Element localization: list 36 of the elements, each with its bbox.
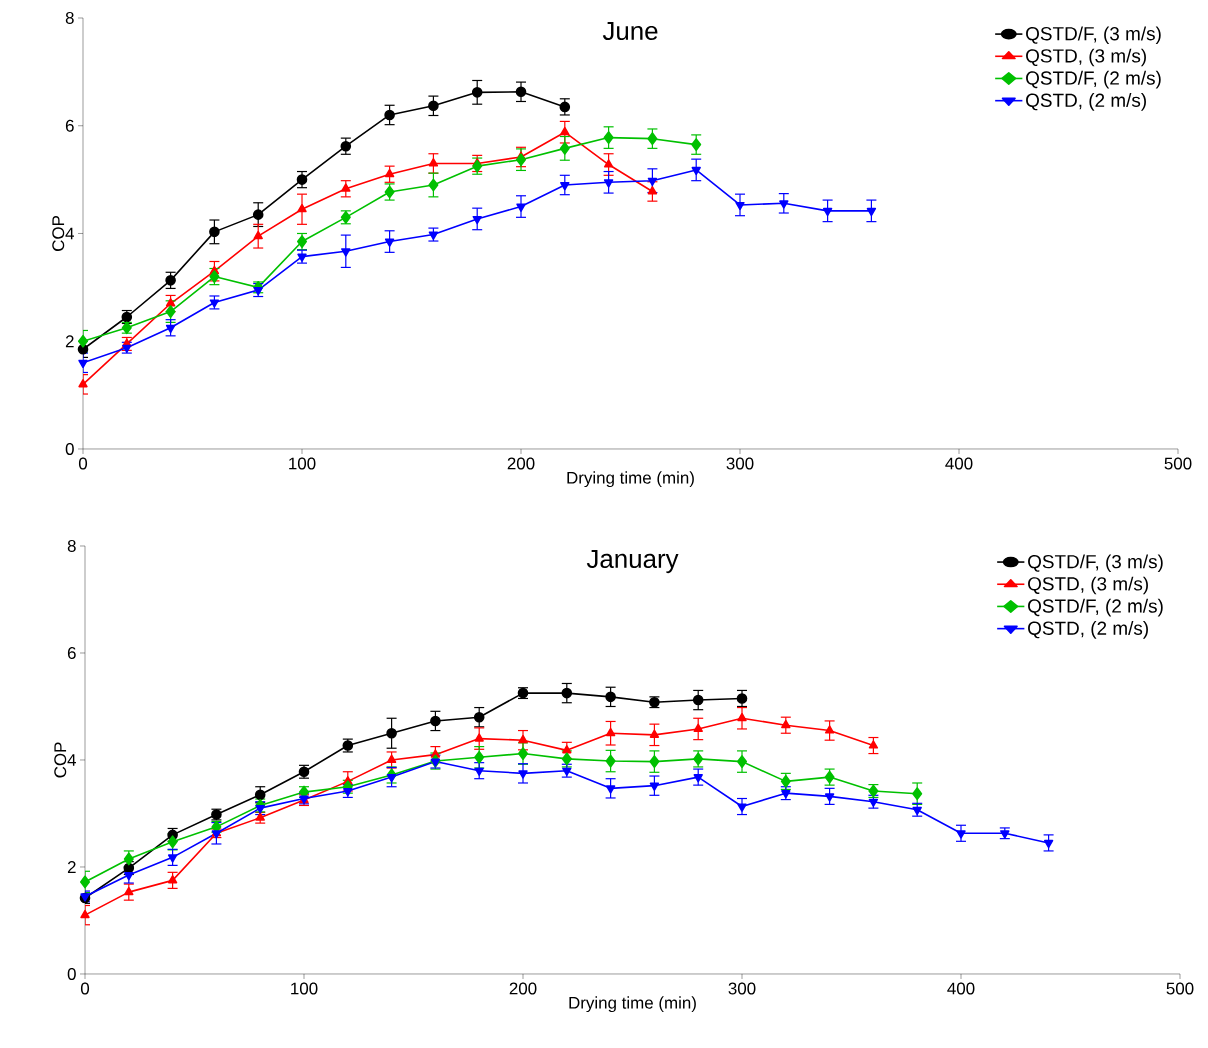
- y-tick-label: 4: [65, 227, 74, 240]
- legend-label: QSTD, (2 m/s): [1028, 621, 1148, 639]
- y-axis-title: COP: [52, 216, 65, 251]
- x-axis-title: Drying time (min): [569, 996, 696, 1013]
- x-tick-label: 400: [945, 457, 973, 470]
- x-axis-title: Drying time (min): [567, 471, 694, 488]
- x-tick-label: 100: [289, 457, 316, 470]
- legend-label: QSTD, (3 m/s): [1028, 576, 1148, 595]
- y-tick-label: 8: [67, 539, 76, 552]
- y-tick-label: 8: [65, 11, 74, 24]
- x-tick-label: 0: [80, 982, 90, 995]
- legend-label: QSTD/F, (2 m/s): [1026, 70, 1161, 89]
- legend-label: QSTD/F, (3 m/s): [1028, 554, 1163, 573]
- x-tick-label: 200: [509, 982, 537, 995]
- y-tick-label: 2: [65, 335, 74, 348]
- y-tick-label: 0: [67, 967, 76, 980]
- y-tick-label: 6: [65, 119, 74, 132]
- x-tick-label: 0: [78, 457, 88, 470]
- y-axis-title: COP: [54, 742, 67, 778]
- chart-title: June: [602, 21, 658, 41]
- chart-title: January: [586, 549, 679, 574]
- x-tick-label: 500: [1164, 457, 1192, 470]
- legend-label: QSTD, (2 m/s): [1026, 93, 1146, 111]
- x-tick-label: 200: [507, 457, 535, 470]
- y-tick-label: 0: [65, 442, 74, 455]
- legend-label: QSTD/F, (2 m/s): [1028, 598, 1163, 617]
- x-tick-label: 500: [1166, 982, 1194, 995]
- legend-label: QSTD, (3 m/s): [1026, 48, 1146, 67]
- x-tick-label: 300: [728, 982, 756, 995]
- x-tick-label: 400: [947, 982, 975, 995]
- x-tick-label: 100: [291, 982, 318, 995]
- legend-label: QSTD/F, (3 m/s): [1026, 26, 1161, 45]
- y-tick-label: 6: [67, 646, 76, 659]
- y-tick-label: 4: [67, 754, 76, 766]
- x-tick-label: 300: [726, 457, 754, 470]
- y-tick-label: 2: [67, 861, 76, 873]
